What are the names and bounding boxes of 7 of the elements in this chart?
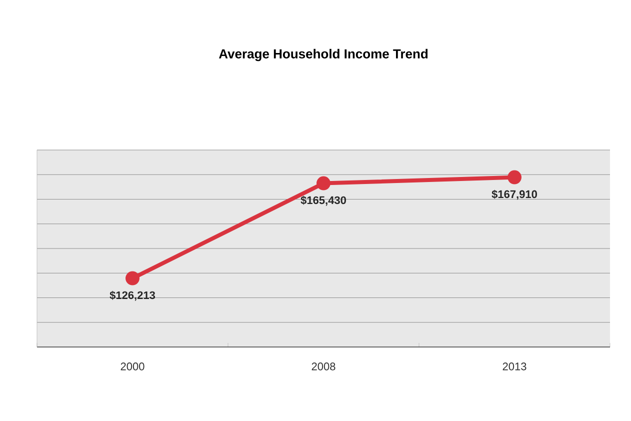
data-label: $167,910: [492, 190, 537, 200]
x-tick-label: 2013: [502, 362, 526, 370]
x-tick-label: 2008: [312, 362, 336, 370]
data-label: $126,213: [110, 290, 156, 301]
chart-title: Average Household Income Trend: [218, 48, 428, 62]
x-tick-label: 2000: [120, 362, 144, 370]
data-label: $165,430: [300, 196, 346, 206]
